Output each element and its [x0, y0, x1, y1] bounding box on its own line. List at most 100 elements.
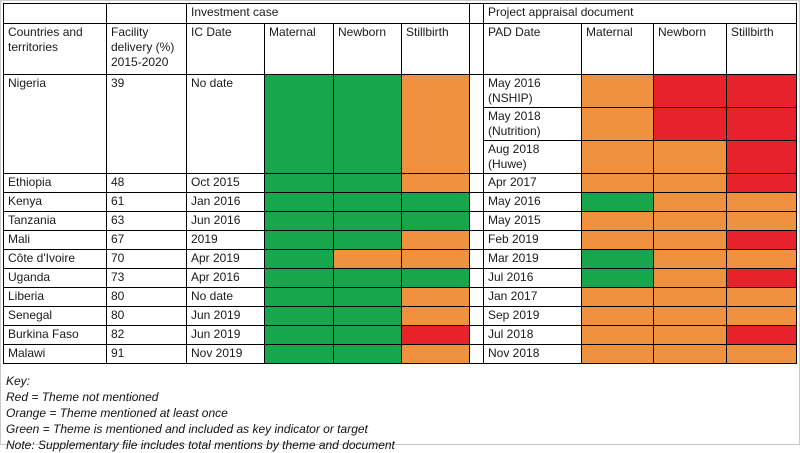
pad-maternal-cell: [581, 344, 654, 364]
pad-maternal-cell: [581, 249, 654, 269]
pad-newborn-cell: [653, 211, 727, 231]
country-cell: Tanzania: [3, 211, 107, 231]
ic-newborn-cell: [333, 74, 402, 174]
key-title: Key:: [6, 374, 31, 388]
legend-key: Key: Red = Theme not mentioned Orange = …: [6, 373, 395, 453]
pad-maternal-cell: [581, 173, 654, 193]
table-row: Burkina Faso 82 Jun 2019 Jul 2018: [3, 325, 798, 345]
group-header-row: Investment case Project appraisal docume…: [3, 3, 798, 24]
pad-stillbirth-cell: [725, 192, 798, 212]
column-header-row: Countries and territories Facility deliv…: [3, 23, 798, 75]
pad-maternal-cell: [581, 192, 654, 212]
ic-date-cell: Jun 2016: [186, 211, 265, 231]
spacer-cell: [469, 211, 484, 231]
countries-column-header: Countries and territories: [3, 23, 107, 75]
spacer-cell: [469, 287, 484, 307]
pad-newborn-cell: [653, 344, 727, 364]
pad-stillbirth-cell: [725, 230, 798, 250]
ic-maternal-cell: [264, 268, 334, 288]
pad-maternal-cell: [581, 74, 654, 108]
country-cell: Côte d'Ivoire: [3, 249, 107, 269]
country-cell: Uganda: [3, 268, 107, 288]
key-note-line: Note: Supplementary file includes total …: [6, 438, 395, 452]
spacer-cell: [469, 325, 484, 345]
pad-maternal-cell: [581, 107, 654, 141]
pad-date-cell: May 2016: [483, 192, 582, 212]
ic-date-cell: No date: [186, 287, 265, 307]
ic-stillbirth-cell: [401, 249, 470, 269]
pad-stillbirth-cell: [725, 249, 798, 269]
ic-maternal-cell: [264, 173, 334, 193]
table-row: Uganda 73 Apr 2016 Jul 2016: [3, 268, 798, 288]
ic-maternal-cell: [264, 211, 334, 231]
country-cell: Ethiopia: [3, 173, 107, 193]
ic-maternal-cell: [264, 230, 334, 250]
table-row: Nigeria 39 No date May 2016 (NSHIP): [3, 74, 798, 174]
pad-stillbirth-cell: [725, 268, 798, 288]
spacer-cell: [469, 268, 484, 288]
pad-newborn-cell: [653, 192, 727, 212]
key-orange-line: Orange = Theme mentioned at least once: [6, 406, 228, 420]
ic-date-cell: Apr 2019: [186, 249, 265, 269]
pad-newborn-cell: [653, 325, 727, 345]
facility-delivery-cell: 82: [106, 325, 187, 345]
pad-maternal-cell: [581, 230, 654, 250]
pad-maternal-column-header: Maternal: [581, 23, 654, 75]
pad-newborn-cell: [653, 74, 727, 108]
country-cell: Nigeria: [3, 74, 107, 174]
table-row: Côte d'Ivoire 70 Apr 2019 Mar 2019: [3, 249, 798, 269]
pad-stillbirth-cell: [725, 74, 798, 108]
table-row: Malawi 91 Nov 2019 Nov 2018: [3, 344, 798, 364]
ic-newborn-cell: [333, 173, 402, 193]
country-cell: Burkina Faso: [3, 325, 107, 345]
ic-date-cell: Oct 2015: [186, 173, 265, 193]
ic-date-cell: Apr 2016: [186, 268, 265, 288]
pad-date-column-header: PAD Date: [483, 23, 582, 75]
ic-date-cell: Jan 2016: [186, 192, 265, 212]
pad-date-cell: Sep 2019: [483, 306, 582, 326]
country-cell: Kenya: [3, 192, 107, 212]
country-cell: Malawi: [3, 344, 107, 364]
facility-delivery-cell: 67: [106, 230, 187, 250]
pad-stillbirth-column-header: Stillbirth: [725, 23, 798, 75]
pad-newborn-cell: [653, 230, 727, 250]
ic-date-column-header: IC Date: [186, 23, 265, 75]
ic-stillbirth-cell: [401, 173, 470, 193]
ic-stillbirth-cell: [401, 211, 470, 231]
spacer-cell: [469, 249, 484, 269]
pad-stillbirth-cell: [725, 140, 798, 174]
pad-newborn-cell: [653, 140, 727, 174]
table-row: Ethiopia 48 Oct 2015 Apr 2017: [3, 173, 798, 193]
table-row: Tanzania 63 Jun 2016 May 2015: [3, 211, 798, 231]
ic-maternal-column-header: Maternal: [264, 23, 334, 75]
ic-newborn-cell: [333, 287, 402, 307]
pad-date-cell: May 2018 (Nutrition): [483, 107, 582, 141]
ic-stillbirth-cell: [401, 306, 470, 326]
pad-stillbirth-cell: [725, 344, 798, 364]
ic-stillbirth-cell: [401, 74, 470, 174]
facility-delivery-cell: 80: [106, 306, 187, 326]
facility-delivery-cell: 48: [106, 173, 187, 193]
country-cell: Mali: [3, 230, 107, 250]
pad-stillbirth-cell: [725, 325, 798, 345]
pad-stillbirth-cell: [725, 107, 798, 141]
ic-stillbirth-cell: [401, 192, 470, 212]
ic-newborn-cell: [333, 192, 402, 212]
country-cell: Liberia: [3, 287, 107, 307]
empty-header-facility: [106, 3, 187, 24]
pad-date-cell: Feb 2019: [483, 230, 582, 250]
facility-delivery-cell: 63: [106, 211, 187, 231]
spacer-header: [469, 3, 484, 24]
pad-maternal-cell: [581, 268, 654, 288]
ic-date-cell: No date: [186, 74, 265, 174]
pad-date-cell: Jul 2016: [483, 268, 582, 288]
spacer-header: [469, 23, 484, 75]
ic-stillbirth-column-header: Stillbirth: [401, 23, 470, 75]
spacer-cell: [469, 306, 484, 326]
facility-delivery-cell: 91: [106, 344, 187, 364]
ic-stillbirth-cell: [401, 268, 470, 288]
pad-maternal-cell: [581, 211, 654, 231]
investment-case-group-header: Investment case: [186, 3, 470, 24]
ic-newborn-cell: [333, 211, 402, 231]
key-green-line: Green = Theme is mentioned and included …: [6, 422, 368, 436]
